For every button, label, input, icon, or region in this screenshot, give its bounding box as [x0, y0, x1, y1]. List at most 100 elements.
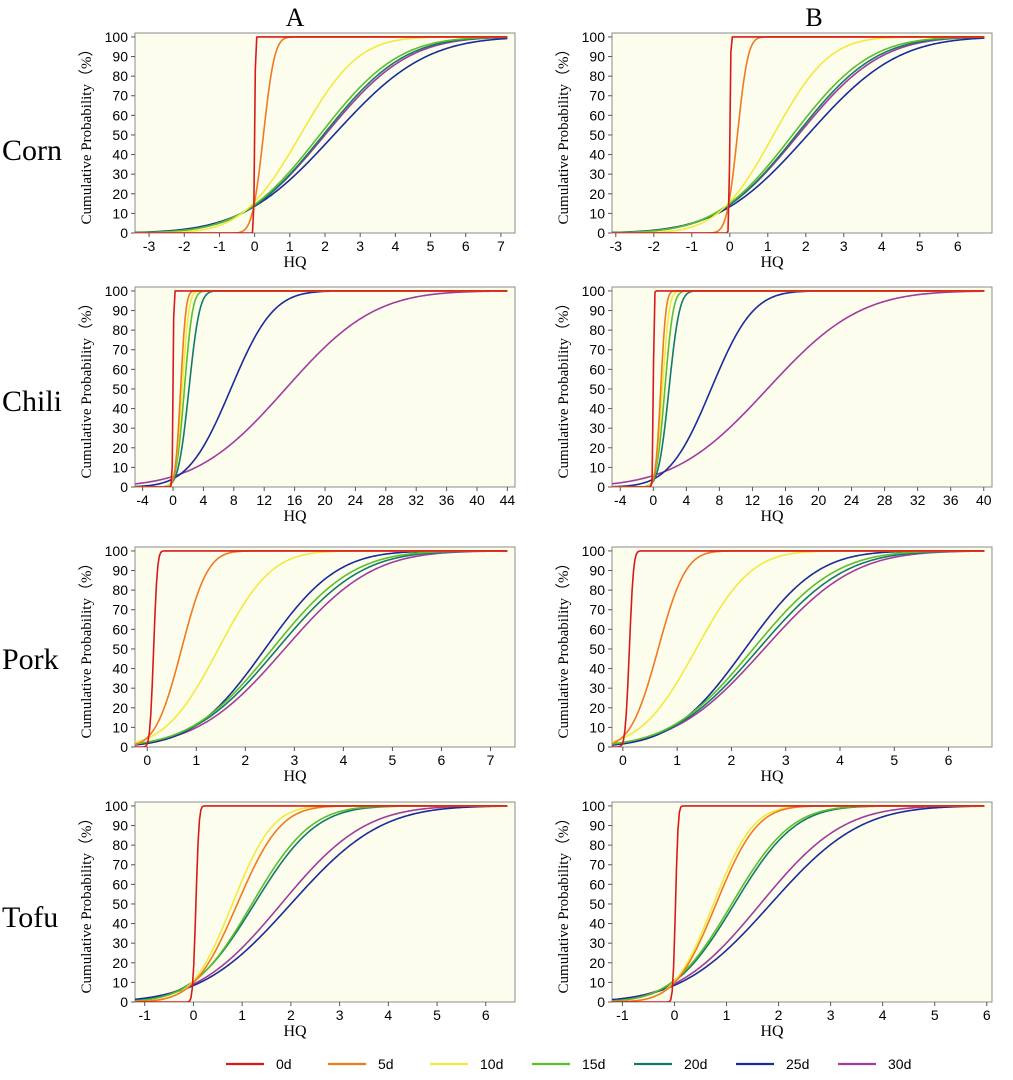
x-tick-label: 6 [438, 752, 446, 768]
y-tick-label: 90 [112, 303, 128, 319]
y-tick-label: 60 [589, 361, 605, 377]
x-tick-label: 16 [287, 492, 303, 508]
x-tick-label: 28 [378, 492, 394, 508]
y-tick-label: 90 [589, 563, 605, 579]
panel-corn-A: 0 10 20 30 40 50 60 70 80 90 100 -3 -2 -1 0 1 2 3 4 5 6 7 HQ Cu… [78, 29, 516, 271]
panel-chili-A: 0 10 20 30 40 50 60 70 80 90 100 -4 0 4 8 12 16 20 24 28 32 3… [78, 283, 516, 525]
y-tick-label: 50 [589, 381, 605, 397]
y-axis-label: Cumulative Probability（%） [78, 296, 95, 479]
y-tick-label: 20 [589, 440, 605, 456]
series-line-15d [612, 36, 985, 233]
x-tick-label: -1 [213, 238, 226, 254]
y-tick-label: 20 [112, 700, 128, 716]
x-tick-label: 1 [286, 238, 294, 254]
plot-area [611, 32, 993, 234]
y-tick-label: 40 [589, 916, 605, 932]
y-tick-label: 60 [112, 621, 128, 637]
legend-label: 0d [276, 1056, 292, 1072]
y-tick-label: 20 [589, 700, 605, 716]
x-tick-label: 0 [190, 1007, 198, 1023]
y-tick-label: 70 [112, 342, 128, 358]
x-tick-label: 4 [836, 752, 844, 768]
row-label-pork: Pork [2, 643, 59, 676]
y-tick-label: 10 [112, 459, 128, 475]
y-axis-label: Cumulative Probability（%） [78, 556, 95, 739]
x-tick-label: 5 [890, 752, 898, 768]
x-axis-label: HQ [283, 1023, 307, 1040]
series-line-0d [612, 805, 985, 1002]
y-tick-label: 80 [112, 582, 128, 598]
legend-item-10d: 10d [430, 1056, 503, 1072]
y-tick-label: 50 [589, 896, 605, 912]
x-tick-label: 6 [945, 752, 953, 768]
x-tick-label: 3 [827, 1007, 835, 1023]
x-tick-label: 1 [673, 752, 681, 768]
x-tick-label: 5 [931, 1007, 939, 1023]
y-tick-label: 90 [112, 49, 128, 65]
series-line-25d [135, 805, 508, 1001]
y-tick-label: 60 [589, 107, 605, 123]
x-tick-label: -1 [139, 1007, 152, 1023]
x-axis-label: HQ [283, 254, 307, 271]
legend-item-0d: 0d [226, 1056, 292, 1072]
y-axis-label: Cumulative Probability（%） [555, 296, 572, 479]
x-tick-label: 0 [649, 492, 657, 508]
x-tick-label: 4 [878, 238, 886, 254]
y-axis-label: Cumulative Probability（%） [555, 811, 572, 994]
y-tick-label: 80 [589, 322, 605, 338]
legend-label: 20d [684, 1056, 707, 1072]
y-tick-label: 30 [589, 935, 605, 951]
panel-pork-A: 0 10 20 30 40 50 60 70 80 90 100 0 1 2 3 4 5 6 7 HQ Cumulati… [78, 543, 516, 785]
legend-label: 15d [582, 1056, 605, 1072]
series-line-0d [612, 36, 985, 233]
x-tick-label: 1 [238, 1007, 246, 1023]
x-tick-label: 4 [682, 492, 690, 508]
y-tick-label: 0 [597, 479, 605, 495]
series-line-25d [612, 805, 985, 1001]
plot-area [611, 286, 993, 488]
x-axis-label: HQ [760, 768, 784, 785]
x-tick-label: 2 [775, 1007, 783, 1023]
x-tick-label: 2 [241, 752, 249, 768]
y-tick-label: 0 [120, 739, 128, 755]
y-tick-label: 20 [589, 955, 605, 971]
y-tick-label: 30 [589, 166, 605, 182]
column-header-b: B [805, 3, 822, 32]
x-tick-label: 0 [251, 238, 259, 254]
panel-pork-B: 0 10 20 30 40 50 60 70 80 90 100 0 1 2 3 4 5 6 HQ Cumulativ… [555, 543, 993, 785]
legend-label: 5d [378, 1056, 394, 1072]
x-tick-label: 20 [317, 492, 333, 508]
y-tick-label: 40 [112, 661, 128, 677]
x-tick-label: 32 [408, 492, 424, 508]
x-tick-label: 5 [433, 1007, 441, 1023]
y-tick-label: 80 [589, 837, 605, 853]
x-tick-label: 40 [469, 492, 485, 508]
legend-item-20d: 20d [634, 1056, 707, 1072]
x-axis-label: HQ [283, 508, 307, 525]
x-tick-label: 3 [840, 238, 848, 254]
y-tick-label: 0 [597, 739, 605, 755]
x-tick-label: 32 [910, 492, 926, 508]
row-label-corn: Corn [2, 134, 62, 167]
x-tick-label: 1 [723, 1007, 731, 1023]
x-tick-label: 1 [192, 752, 200, 768]
y-tick-label: 50 [589, 127, 605, 143]
panel-chili-B: 0 10 20 30 40 50 60 70 80 90 100 -4 0 4 8 12 16 20 24 28 32 3… [555, 283, 993, 525]
x-tick-label: 7 [487, 752, 495, 768]
y-tick-label: 80 [589, 582, 605, 598]
x-tick-label: 4 [200, 492, 208, 508]
y-tick-label: 80 [112, 68, 128, 84]
series-line-0d [135, 805, 508, 1002]
y-tick-label: 80 [112, 322, 128, 338]
y-tick-label: 10 [589, 205, 605, 221]
legend-item-5d: 5d [328, 1056, 394, 1072]
series-line-0d [135, 36, 508, 233]
x-tick-label: 0 [671, 1007, 679, 1023]
panel-tofu-B: 0 10 20 30 40 50 60 70 80 90 100 -1 0 1 2 3 4 5 6 HQ Cumulat… [555, 798, 993, 1040]
x-tick-label: 4 [391, 238, 399, 254]
y-axis-label: Cumulative Probability（%） [78, 42, 95, 225]
legend-label: 30d [888, 1056, 911, 1072]
panel-tofu-A: 0 10 20 30 40 50 60 70 80 90 100 -1 0 1 2 3 4 5 6 HQ Cumulat… [78, 798, 516, 1040]
plot-area [134, 546, 516, 748]
y-tick-label: 50 [589, 641, 605, 657]
